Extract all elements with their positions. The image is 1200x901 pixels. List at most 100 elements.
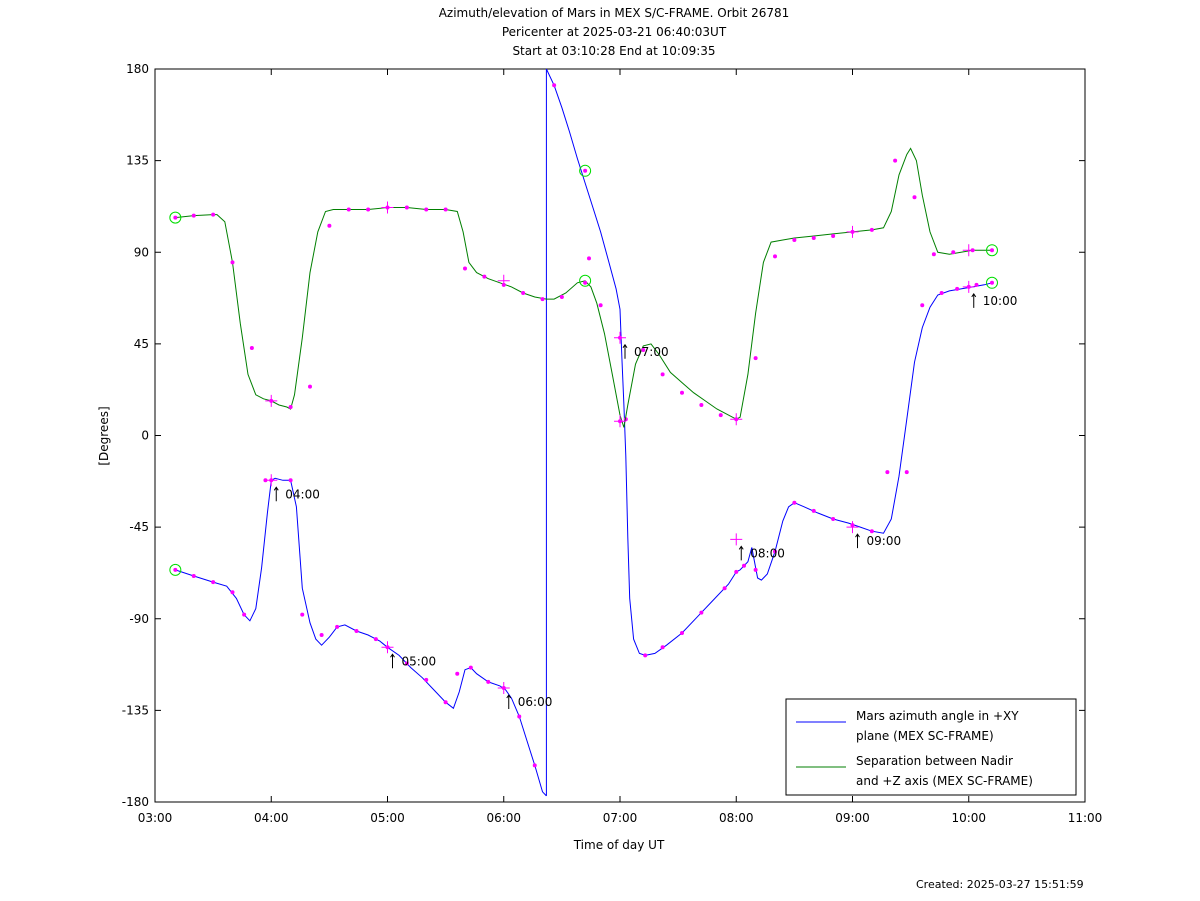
- azimuth-data-point: [404, 661, 409, 666]
- separation-data-point: [521, 290, 526, 295]
- y-tick-label: 45: [134, 337, 149, 351]
- azimuth-data-point: [742, 563, 746, 568]
- separation-data-point: [404, 205, 409, 210]
- azimuth-hour-cross: [265, 474, 278, 487]
- separation-data-point: [831, 233, 836, 238]
- separation-hour-cross: [497, 274, 510, 287]
- azimuth-data-point: [517, 714, 522, 719]
- x-tick-label: 05:00: [370, 811, 405, 825]
- x-axis-label: Time of day UT: [573, 838, 665, 852]
- x-tick-label: 06:00: [486, 811, 521, 825]
- y-tick-label: -135: [122, 703, 149, 717]
- azimuth-data-point: [373, 637, 378, 642]
- azimuth-data-point: [486, 679, 491, 684]
- x-tick-label: 10:00: [951, 811, 986, 825]
- x-tick-label: 04:00: [254, 811, 289, 825]
- azimuth-hour-cross: [497, 681, 510, 694]
- separation-data-point: [191, 213, 196, 218]
- azimuth-data-point: [587, 256, 591, 261]
- y-tick-label: 135: [126, 154, 149, 168]
- azimuth-data-point: [643, 653, 648, 658]
- start-end-text: Start at 03:10:28 End at 10:09:35: [512, 44, 715, 58]
- azimuth-data-point: [831, 516, 836, 521]
- chart-title: Azimuth/elevation of Mars in MEX S/C-FRA…: [439, 6, 790, 20]
- x-tick-label: 09:00: [835, 811, 870, 825]
- separation-data-point: [346, 207, 351, 212]
- plot-frame: [154, 68, 1086, 803]
- azimuth-data-point: [424, 677, 429, 682]
- azimuth-data-point: [753, 567, 758, 572]
- azimuth-data-point: [173, 567, 178, 572]
- separation-data-point: [598, 303, 603, 308]
- azimuth-hour-cross: [381, 641, 394, 654]
- azimuth-data-point: [869, 529, 874, 534]
- separation-hour-cross: [265, 394, 278, 407]
- annotation-arrow: [971, 292, 977, 308]
- separation-data-point: [951, 250, 956, 255]
- azimuth-hour-cross: [846, 521, 859, 534]
- annotation-label: 04:00: [285, 487, 320, 501]
- azimuth-data-point: [288, 478, 293, 483]
- azimuth-data-point: [990, 280, 994, 285]
- pericenter-data-point: [583, 168, 588, 173]
- azimuth-data-point: [455, 671, 460, 676]
- separation-data-point: [699, 402, 704, 407]
- annotation-label: 06:00: [518, 695, 553, 709]
- separation-data-point: [559, 295, 564, 300]
- separation-data-point: [641, 347, 646, 352]
- separation-data-point: [288, 404, 293, 409]
- azimuth-data-point: [955, 286, 960, 291]
- y-tick-label: -90: [129, 612, 149, 626]
- azimuth-data-point: [443, 700, 448, 705]
- azimuth-data-point: [211, 580, 216, 585]
- y-tick-label: 0: [141, 429, 149, 443]
- legend: Mars azimuth angle in +XY plane (MEX SC-…: [785, 698, 1077, 796]
- separation-data-point: [230, 260, 235, 265]
- annotation-arrow: [506, 694, 512, 709]
- separation-data-point: [482, 274, 487, 279]
- separation-hour-cross: [614, 415, 626, 428]
- annotation-label: 07:00: [634, 345, 669, 359]
- azimuth-data-point: [773, 549, 777, 554]
- azimuth-data-point: [242, 612, 247, 617]
- azimuth-data-point: [974, 282, 979, 287]
- azimuth-endpoint-circle: [986, 276, 998, 289]
- azimuth-data-point: [734, 569, 739, 574]
- legend-label-azimuth-line2: plane (MEX SC-FRAME): [856, 729, 994, 743]
- pericenter-circle: [579, 164, 592, 177]
- annotation-arrow: [622, 343, 628, 359]
- separation-data-point: [249, 345, 254, 350]
- separation-data-point: [893, 158, 898, 163]
- separation-data-point: [173, 215, 178, 220]
- legend-box: [785, 698, 1077, 796]
- azimuth-data-point: [300, 612, 305, 617]
- time-annotations: 04:00 05:00 06:00 07:00 08:00 09:00 10:00: [273, 292, 1017, 709]
- azimuth-data-point: [552, 83, 557, 88]
- separation-data-point: [424, 207, 429, 212]
- azimuth-data-point: [468, 665, 473, 670]
- separation-endpoint-circle: [579, 274, 592, 287]
- separation-data-point: [990, 248, 994, 253]
- separation-data-point: [308, 384, 312, 389]
- azimuth-data-point: [660, 645, 665, 650]
- azimuth-data-point: [792, 500, 797, 505]
- created-timestamp: Created: 2025-03-27 15:51:59: [916, 878, 1084, 891]
- azimuth-hour-cross: [962, 280, 975, 293]
- annotation-arrow: [855, 533, 860, 549]
- separation-data-point: [792, 238, 797, 243]
- azimuth-series-line: [545, 68, 993, 656]
- separation-hour-cross: [962, 244, 975, 257]
- x-tick-label: 08:00: [719, 811, 754, 825]
- azimuth-data-point: [230, 590, 235, 595]
- x-axis: 03:00 04:00 05:00 06:00 07:00 08:00 09:00 10:00…: [138, 69, 1102, 825]
- annotation-label: 08:00: [750, 546, 785, 560]
- separation-data-point: [811, 235, 816, 240]
- separation-data-point: [583, 280, 588, 285]
- separation-data-point: [753, 356, 758, 361]
- y-tick-label: -45: [129, 520, 149, 534]
- azimuth-series-line: [175, 477, 547, 797]
- separation-data-point: [211, 212, 216, 217]
- annotation-arrow: [390, 653, 395, 669]
- separation-data-point: [718, 413, 723, 418]
- x-tick-label: 07:00: [603, 811, 638, 825]
